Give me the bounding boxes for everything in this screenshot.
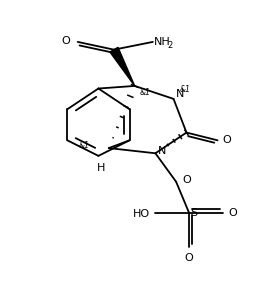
- Text: S: S: [190, 208, 198, 218]
- Text: O: O: [223, 135, 232, 145]
- Text: &1: &1: [180, 85, 191, 94]
- Text: N: N: [176, 89, 184, 99]
- Text: &1: &1: [78, 141, 89, 150]
- Text: 2: 2: [168, 41, 173, 50]
- Text: O: O: [228, 208, 237, 218]
- Text: &1: &1: [140, 88, 151, 97]
- Text: N: N: [158, 146, 166, 156]
- Text: O: O: [183, 175, 191, 185]
- Text: HO: HO: [133, 209, 150, 219]
- Polygon shape: [110, 47, 135, 86]
- Text: O: O: [61, 36, 70, 46]
- Text: NH: NH: [154, 37, 171, 47]
- Text: O: O: [185, 253, 193, 263]
- Text: H: H: [97, 162, 105, 173]
